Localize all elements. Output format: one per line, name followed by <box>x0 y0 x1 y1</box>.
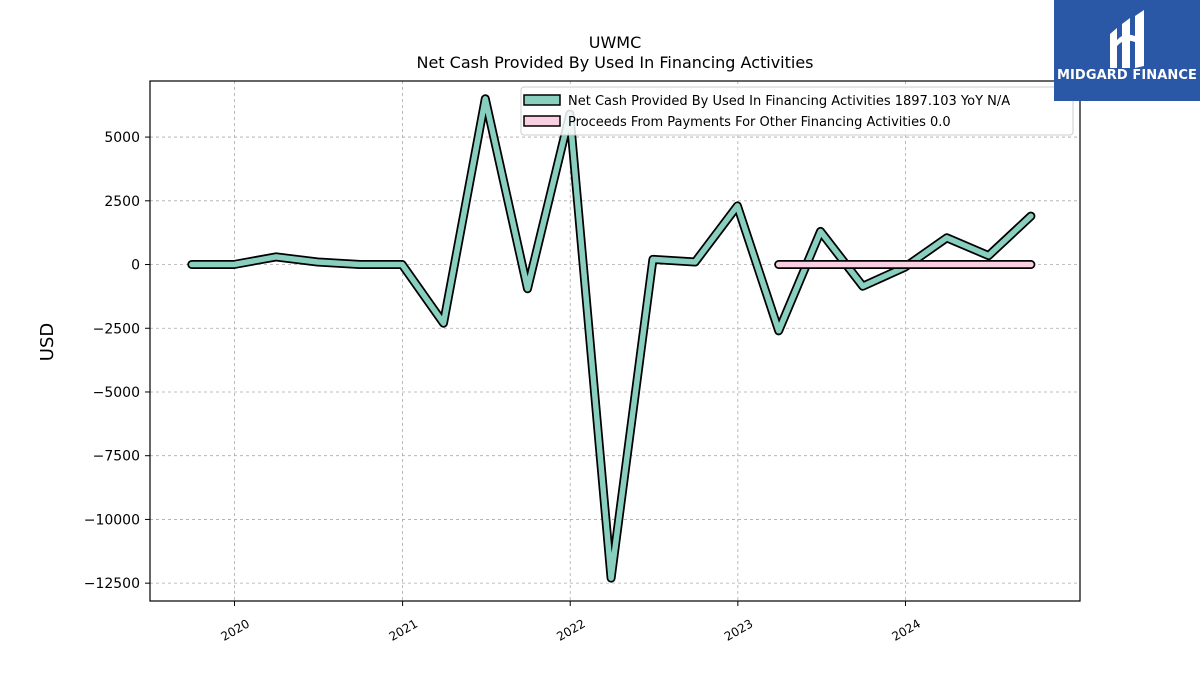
brand-logo: MIDGARD FINANCE <box>1054 0 1200 101</box>
data-point <box>232 263 236 266</box>
y-tick-label: −12500 <box>84 576 140 592</box>
data-point <box>442 321 445 325</box>
plot-frame <box>149 80 1081 602</box>
legend-box <box>520 86 1074 136</box>
data-point <box>400 263 404 266</box>
chart-subtitle: Net Cash Provided By Used In Financing A… <box>416 53 813 72</box>
series-line <box>189 96 1034 581</box>
x-tick-label: 2023 <box>722 616 755 643</box>
data-point <box>609 576 613 580</box>
legend[interactable]: Net Cash Provided By Used In Financing A… <box>520 86 1074 136</box>
y-tick-label: −5000 <box>93 385 140 401</box>
data-point <box>861 284 864 288</box>
data-point <box>484 97 487 101</box>
x-tick-label: 2022 <box>554 616 587 643</box>
data-point <box>819 263 822 266</box>
data-point <box>987 263 990 266</box>
y-tick-label: 2500 <box>104 194 140 210</box>
series-line-outline <box>187 94 1036 583</box>
legend-swatch <box>523 94 561 106</box>
y-tick-label: −10000 <box>84 512 140 528</box>
y-tick-label: 5000 <box>104 130 140 146</box>
data-point <box>861 263 864 266</box>
data-point <box>945 263 949 266</box>
data-point <box>316 260 319 264</box>
data-point <box>526 287 529 290</box>
data-point <box>736 204 739 208</box>
data-point <box>945 236 949 239</box>
data-point <box>903 263 907 266</box>
y-tick-label: −7500 <box>93 449 140 465</box>
data-point <box>651 258 655 261</box>
data-point <box>987 254 990 257</box>
y-tick-label: −2500 <box>93 321 140 337</box>
data-point <box>777 329 780 333</box>
data-point <box>274 255 278 259</box>
x-tick-label: 2020 <box>219 616 252 643</box>
y-tick-label: 0 <box>131 258 140 274</box>
y-axis-label: USD <box>37 323 58 361</box>
series-layer <box>187 94 1036 583</box>
ticks: 5000 2500 0 −2500 −5000 −7500 −10000 −12500 2020… <box>84 130 923 644</box>
data-point <box>777 263 780 266</box>
data-point <box>358 263 362 266</box>
brand-logo-icon <box>1110 10 1144 68</box>
brand-logo-text: MIDGARD FINANCE <box>1056 68 1198 83</box>
legend-label: Net Cash Provided By Used In Financing A… <box>568 94 1010 109</box>
data-point <box>693 260 697 264</box>
x-tick-label: 2021 <box>387 616 420 643</box>
x-tick-label: 2024 <box>890 616 923 643</box>
data-point <box>190 263 193 266</box>
legend-swatch <box>523 115 561 127</box>
data-point <box>819 230 822 233</box>
chart-title: UWMC <box>589 33 642 52</box>
data-point <box>1029 263 1033 266</box>
legend-label: Proceeds From Payments For Other Financi… <box>568 115 951 130</box>
data-point <box>1029 214 1033 218</box>
